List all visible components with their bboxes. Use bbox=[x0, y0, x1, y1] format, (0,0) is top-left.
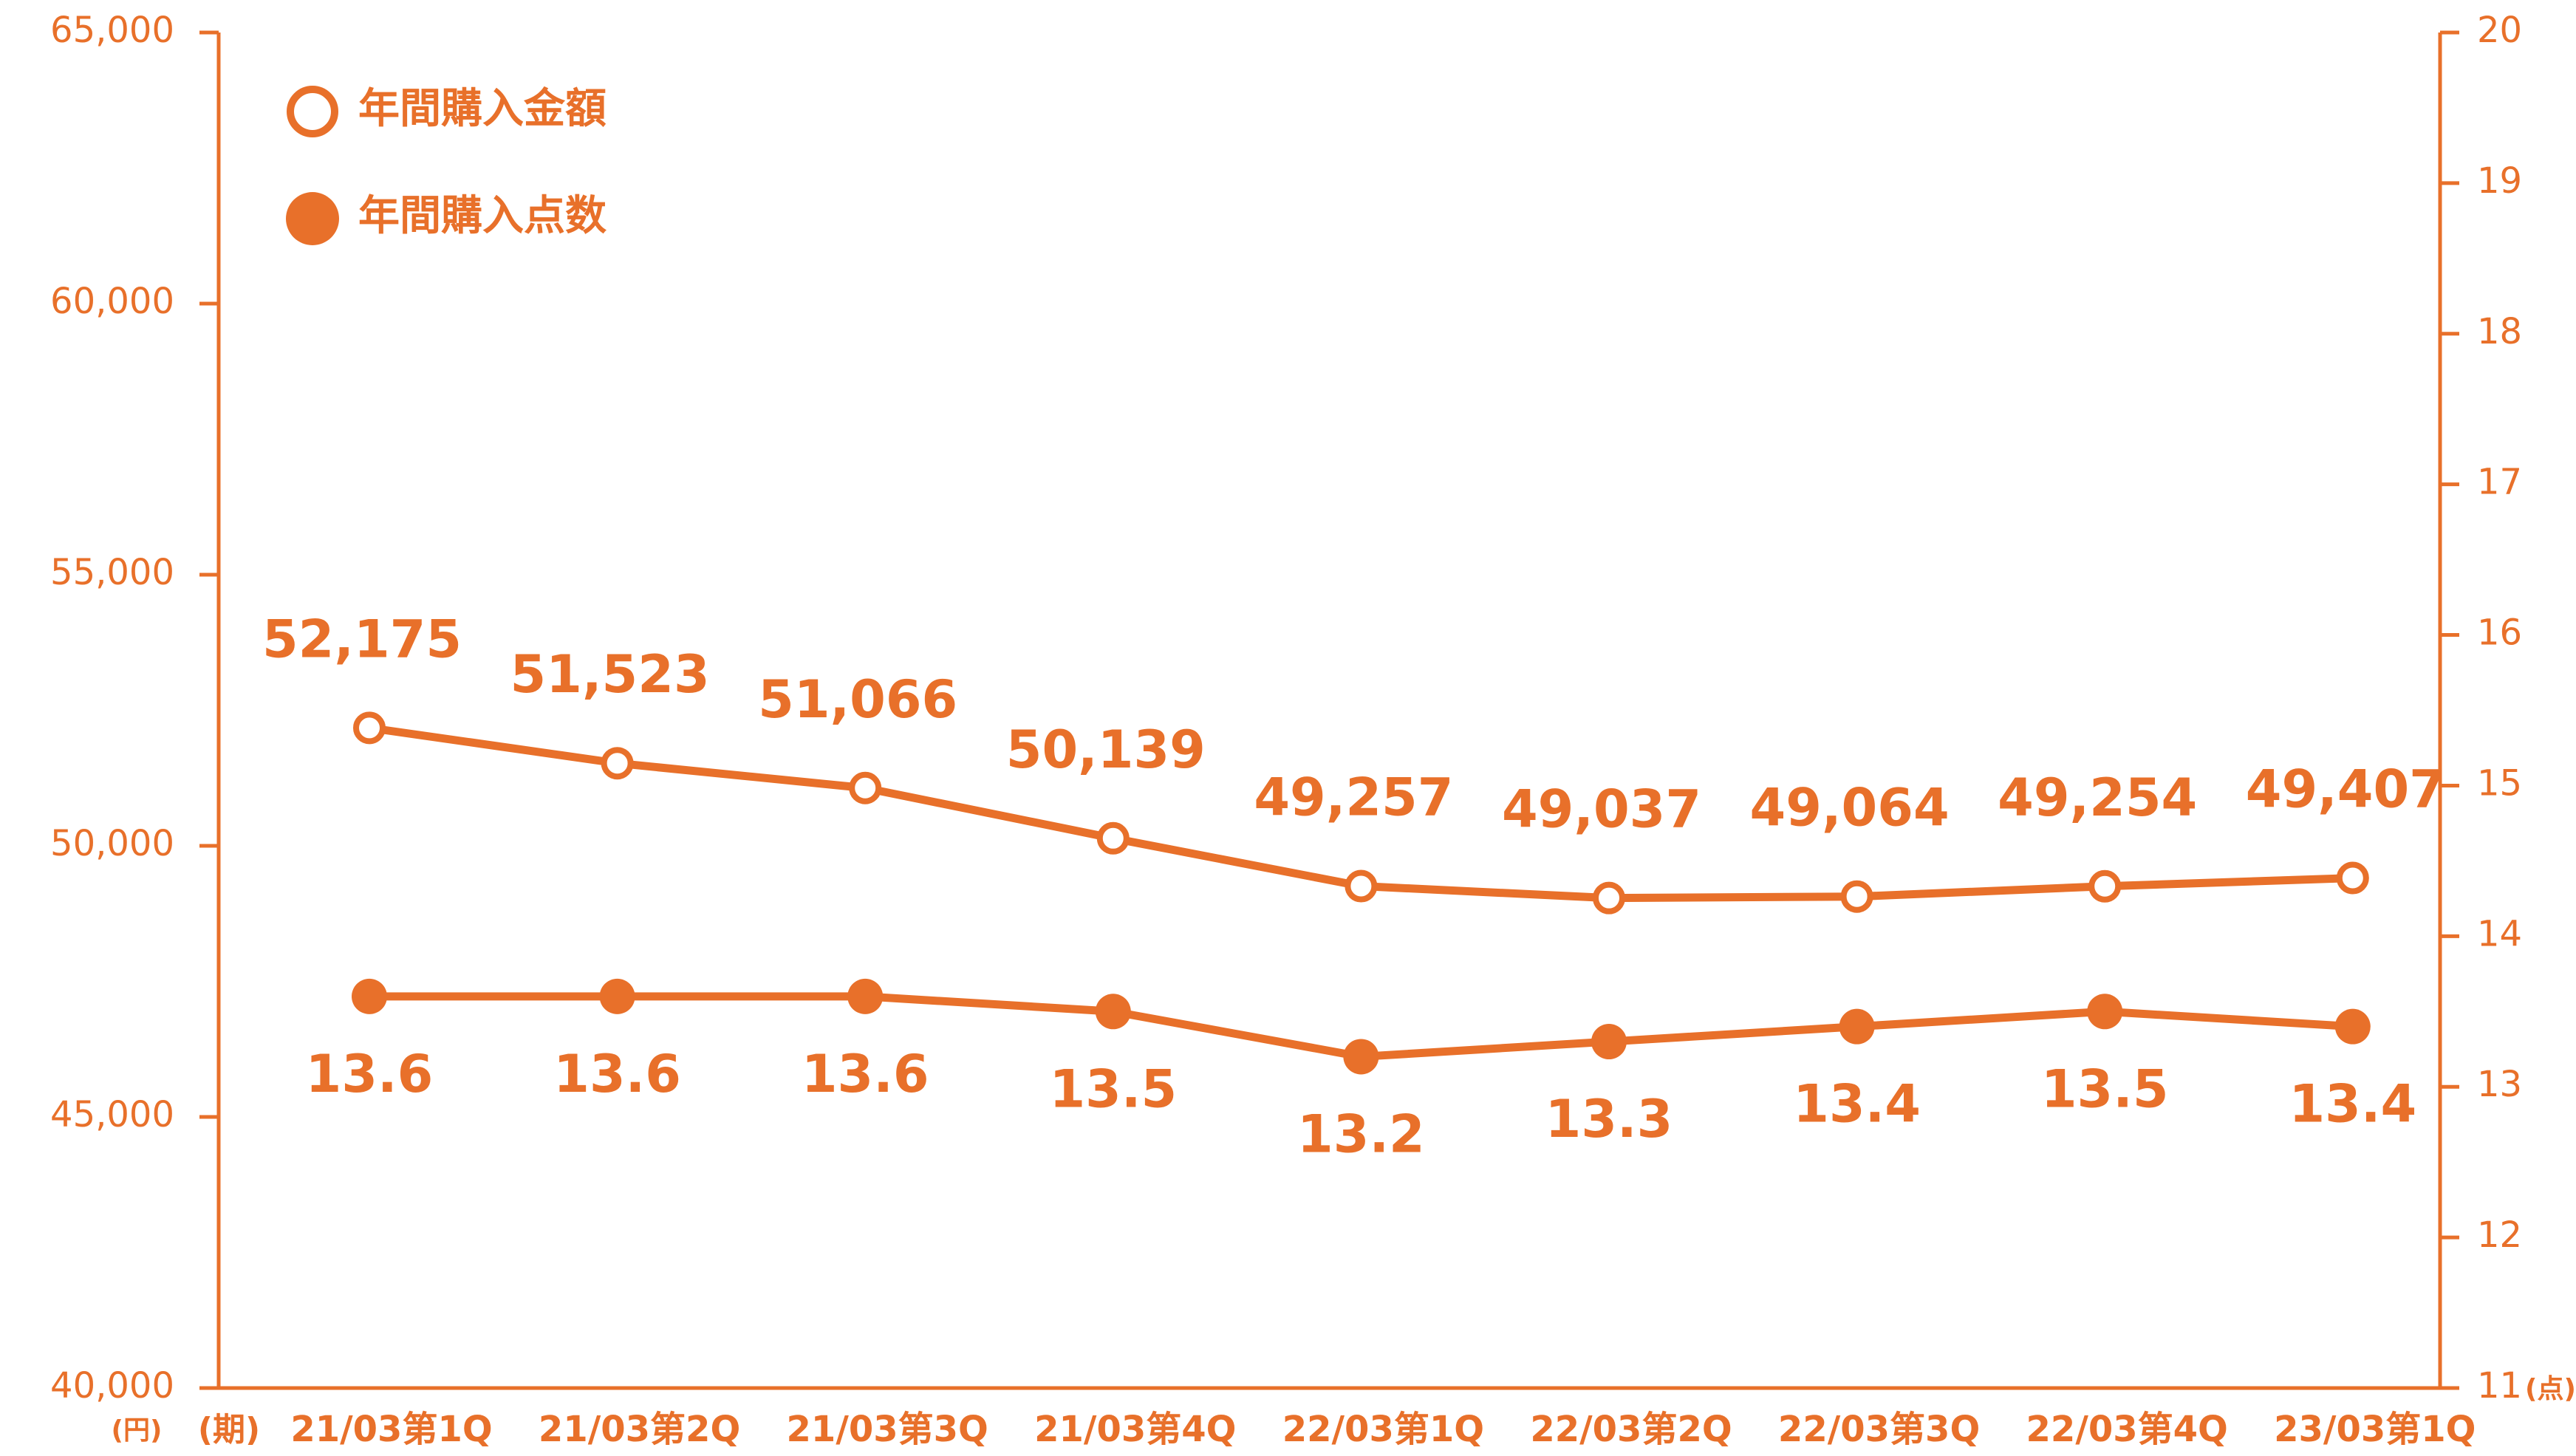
data-label: 13.5 bbox=[2041, 1059, 2169, 1119]
data-point bbox=[1096, 994, 1131, 1029]
data-label: 51,066 bbox=[758, 669, 957, 730]
chart: 40,000 45,000 50,000 55,000 60,000 65,000 11 12… bbox=[0, 0, 2576, 1456]
y-tick-label: 60,000 bbox=[50, 281, 174, 322]
y2-tick-label: 14 bbox=[2477, 913, 2522, 954]
x-tick-label: 22/03第2Q bbox=[1530, 1409, 1732, 1450]
x-tick-label: 21/03第4Q bbox=[1034, 1409, 1236, 1450]
data-label: 13.4 bbox=[1793, 1074, 1921, 1135]
data-label: 49,407 bbox=[2246, 759, 2445, 820]
data-label: 13.2 bbox=[1297, 1104, 1425, 1164]
data-label: 13.4 bbox=[2289, 1074, 2416, 1135]
data-label: 49,037 bbox=[1502, 779, 1701, 840]
x-unit-label: (期) bbox=[198, 1411, 260, 1449]
x-tick-label: 22/03第1Q bbox=[1282, 1409, 1484, 1450]
data-point bbox=[1343, 1039, 1378, 1074]
x-tick-label: 23/03第1Q bbox=[2274, 1409, 2476, 1450]
y-tick-label: 40,000 bbox=[50, 1365, 174, 1407]
x-tick-label: 21/03第3Q bbox=[787, 1409, 988, 1450]
data-point bbox=[2091, 873, 2118, 900]
data-point bbox=[1844, 883, 1870, 910]
y2-tick-label: 12 bbox=[2477, 1214, 2522, 1256]
y-tick-label: 55,000 bbox=[50, 552, 174, 593]
data-label: 49,064 bbox=[1750, 778, 1950, 838]
data-point bbox=[1591, 1024, 1627, 1059]
data-point bbox=[2335, 1009, 2371, 1045]
data-point bbox=[847, 979, 883, 1014]
data-label: 13.6 bbox=[802, 1044, 929, 1104]
data-label: 13.5 bbox=[1049, 1059, 1177, 1119]
data-point bbox=[852, 775, 878, 802]
y2-tick-label: 11 bbox=[2477, 1365, 2522, 1407]
x-tick-label: 21/03第2Q bbox=[539, 1409, 740, 1450]
data-label: 13.6 bbox=[306, 1044, 434, 1104]
y-tick-label: 50,000 bbox=[50, 823, 174, 864]
y2-tick-label: 18 bbox=[2477, 311, 2522, 352]
data-point bbox=[604, 750, 631, 776]
data-label: 13.6 bbox=[553, 1044, 681, 1104]
data-point bbox=[356, 714, 383, 741]
y-unit-label: (円) bbox=[112, 1415, 163, 1446]
x-tick-label: 21/03第1Q bbox=[290, 1409, 492, 1450]
y2-tick-label: 16 bbox=[2477, 612, 2522, 654]
data-label: 52,175 bbox=[262, 609, 462, 669]
data-point bbox=[2087, 994, 2122, 1029]
x-tick-label: 22/03第4Q bbox=[2026, 1409, 2228, 1450]
data-point bbox=[600, 979, 635, 1014]
x-tick-label: 22/03第3Q bbox=[1778, 1409, 1980, 1450]
data-point bbox=[2340, 865, 2366, 892]
data-point bbox=[1100, 825, 1127, 852]
y2-unit-label: (点) bbox=[2525, 1374, 2576, 1404]
y2-tick-label: 19 bbox=[2477, 160, 2522, 202]
y-tick-label: 65,000 bbox=[50, 10, 174, 51]
data-point bbox=[1596, 885, 1622, 912]
legend-marker bbox=[286, 192, 339, 245]
legend-label: 年間購入点数 bbox=[358, 192, 607, 240]
y-tick-label: 45,000 bbox=[50, 1094, 174, 1135]
data-point bbox=[352, 979, 387, 1014]
y2-tick-label: 15 bbox=[2477, 762, 2522, 804]
data-label: 13.3 bbox=[1545, 1089, 1673, 1149]
legend-marker bbox=[290, 89, 335, 134]
data-label: 49,257 bbox=[1254, 768, 1453, 828]
data-label: 51,523 bbox=[510, 644, 710, 705]
y2-tick-label: 13 bbox=[2477, 1064, 2522, 1105]
legend-label: 年間購入金額 bbox=[358, 85, 607, 133]
y2-tick-label: 17 bbox=[2477, 462, 2522, 503]
data-label: 50,139 bbox=[1006, 720, 1206, 780]
page: {"chart_data": { "type": "line", "color"… bbox=[0, 0, 2576, 1456]
data-point bbox=[1839, 1009, 1875, 1045]
y2-tick-label: 20 bbox=[2477, 10, 2522, 51]
data-point bbox=[1347, 873, 1374, 900]
data-label: 49,254 bbox=[1998, 768, 2197, 828]
